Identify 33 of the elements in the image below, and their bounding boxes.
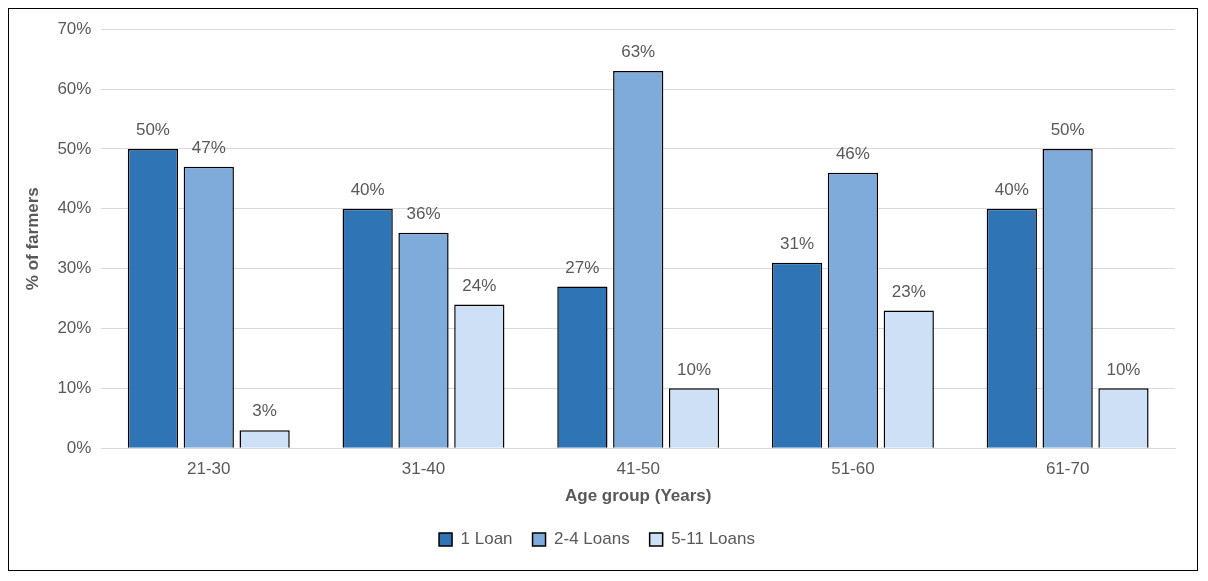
x-tick-label: 51-60 <box>831 459 875 479</box>
x-tick-label: 31-40 <box>401 459 446 479</box>
data-label: 63% <box>621 42 656 62</box>
legend-label: 1 Loan <box>460 529 513 549</box>
data-label: 31% <box>780 233 815 253</box>
x-axis-title: Age group (Years) <box>565 486 712 506</box>
y-tick-label: 30% <box>57 258 92 278</box>
data-label: 10% <box>677 359 712 379</box>
data-label: 36% <box>406 203 441 223</box>
y-tick-label: 20% <box>57 318 92 338</box>
data-label: 3% <box>252 401 277 421</box>
x-tick-label: 41-50 <box>616 459 660 479</box>
x-tick-label: 61-70 <box>1045 459 1090 479</box>
legend-label: 2-4 Loans <box>554 529 630 549</box>
data-label: 50% <box>135 120 170 140</box>
data-label: 46% <box>835 144 870 164</box>
y-tick-label: 10% <box>57 378 92 398</box>
y-tick-label: 70% <box>57 18 92 38</box>
y-tick-label: 60% <box>57 78 92 98</box>
legend-label: 5-11 Loans <box>671 529 755 549</box>
y-tick-label: 40% <box>57 198 92 218</box>
data-label: 50% <box>1050 120 1085 140</box>
x-tick-label: 21-30 <box>187 459 231 479</box>
data-label: 24% <box>462 275 497 295</box>
data-label: 10% <box>1106 359 1141 379</box>
y-tick-label: 50% <box>57 138 92 158</box>
y-axis-title: % of farmers <box>22 187 42 291</box>
data-label: 47% <box>191 138 226 158</box>
data-label: 23% <box>891 281 926 301</box>
data-label: 40% <box>994 179 1029 199</box>
data-label: 27% <box>565 257 600 277</box>
y-tick-label: 0% <box>66 437 92 457</box>
data-label: 40% <box>350 179 385 199</box>
